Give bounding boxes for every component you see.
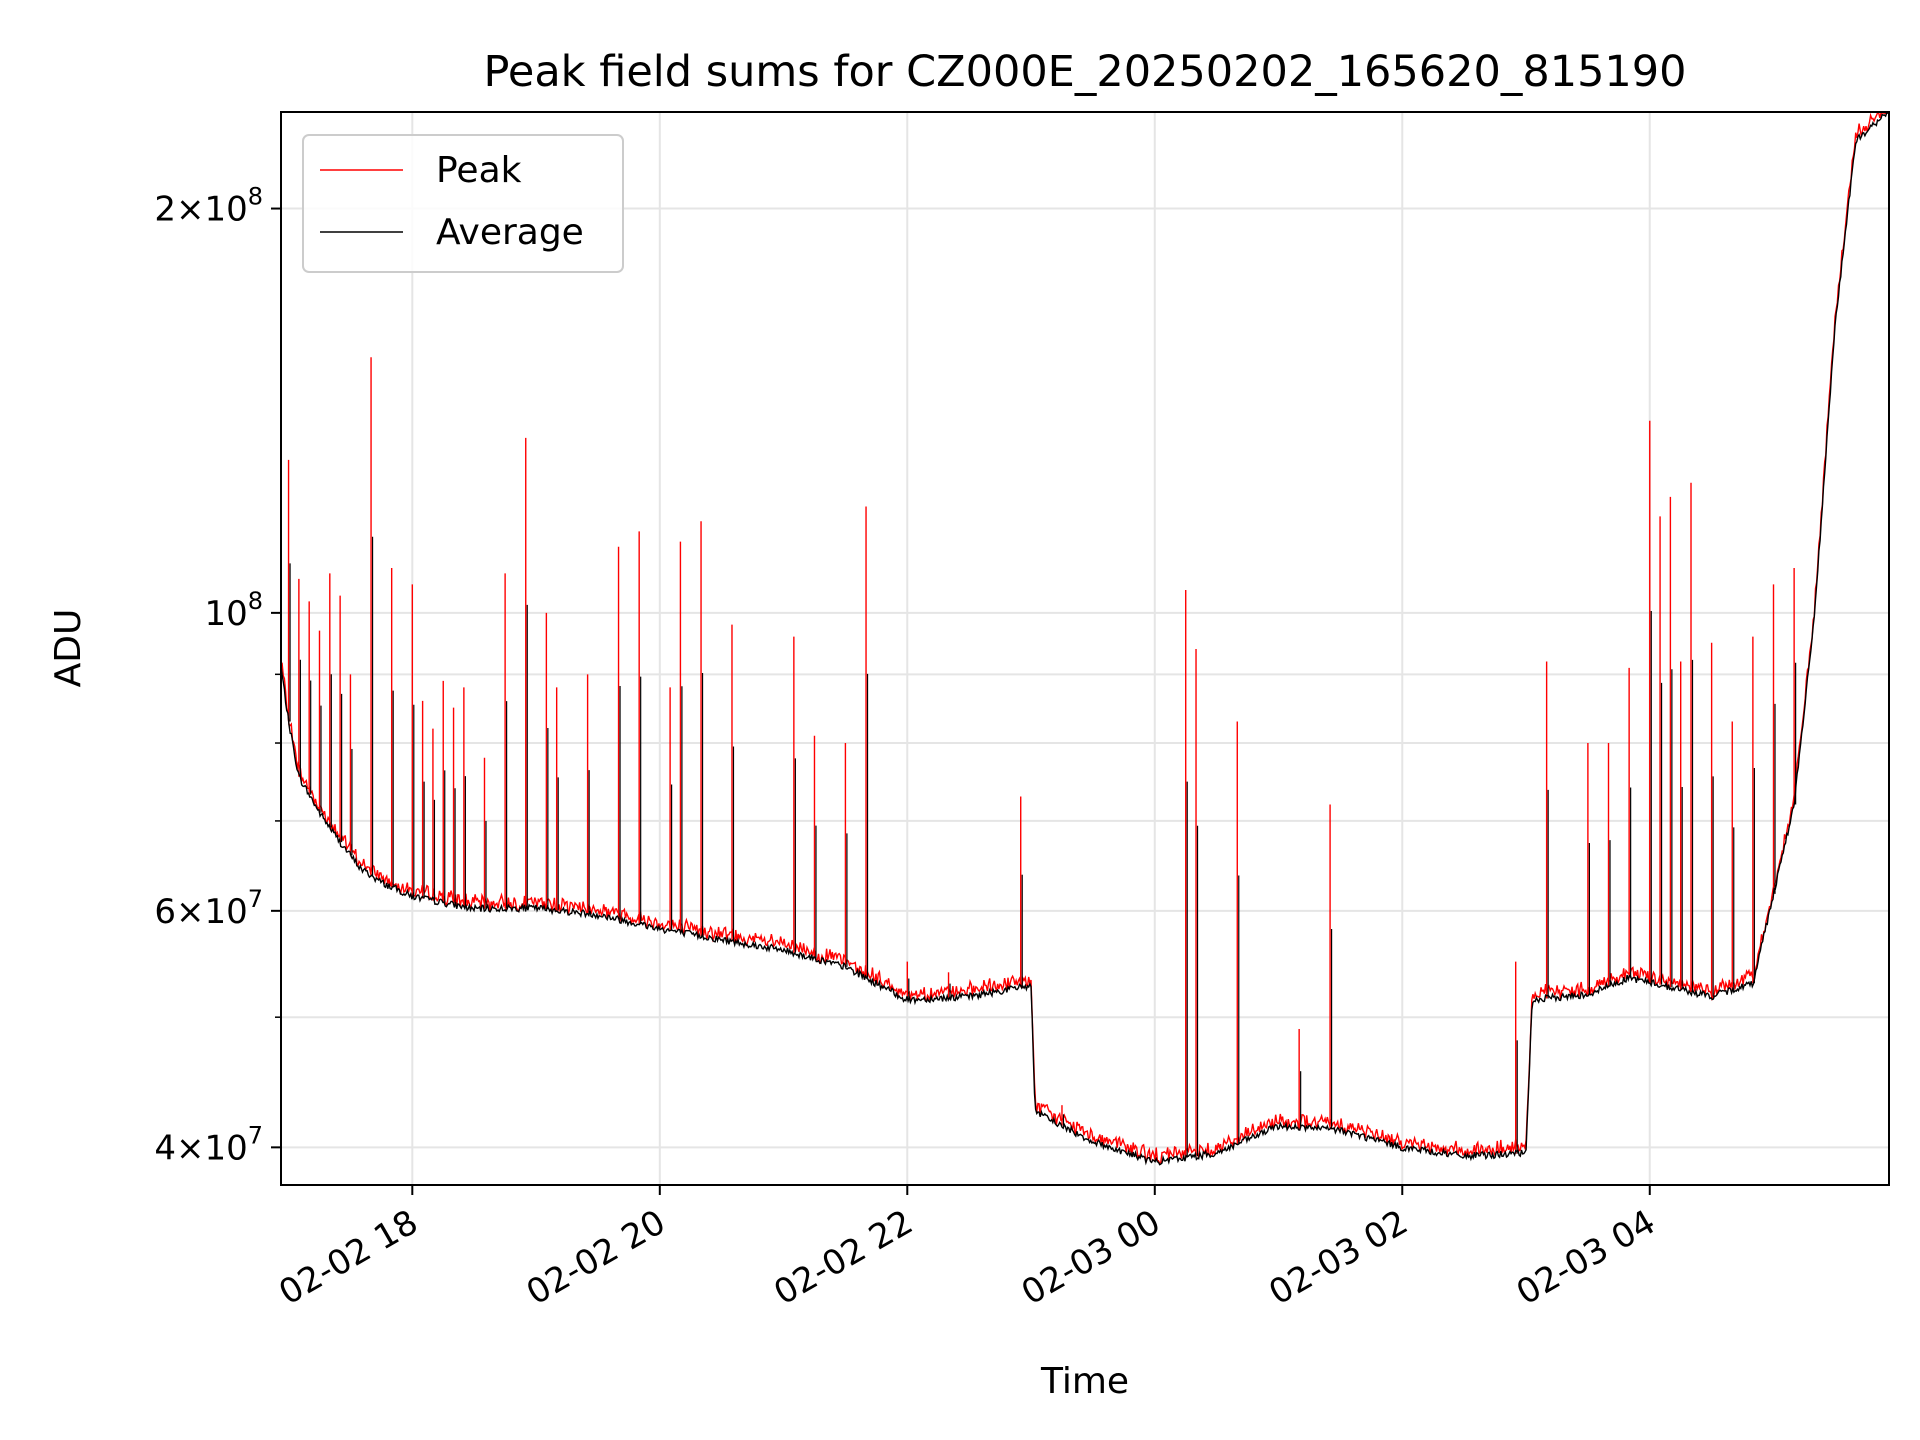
average-series-line (280, 112, 1889, 1166)
y-tick-label: 4×107 (154, 1121, 263, 1168)
x-axis-label: Time (1040, 1361, 1129, 1402)
y-tick-label: 108 (204, 587, 263, 634)
legend-label-peak: Peak (436, 150, 522, 191)
y-tick-label: 6×107 (154, 885, 263, 932)
x-tick-label: 02-02 18 (272, 1202, 424, 1313)
peak-series-line (280, 112, 1889, 1165)
x-tick-label: 02-02 20 (520, 1202, 672, 1313)
axis-ticks: 02-02 18 02-02 20 02-02 22 02-03 00 02-03 02… (154, 183, 1662, 1314)
plot-series (280, 112, 1889, 1166)
legend: Peak Average (302, 134, 624, 273)
x-tick-label: 02-03 02 (1262, 1202, 1414, 1313)
legend-label-average: Average (436, 212, 584, 253)
plot-frame (280, 111, 1890, 1186)
x-tick-label: 02-02 22 (767, 1202, 919, 1313)
x-tick-label: 02-03 04 (1510, 1202, 1662, 1313)
y-axis-label: ADU (48, 609, 89, 688)
y-tick-label: 2×108 (154, 183, 263, 230)
chart-title: Peak field sums for CZ000E_20250202_1656… (483, 47, 1686, 97)
x-tick-label: 02-03 00 (1015, 1202, 1167, 1313)
